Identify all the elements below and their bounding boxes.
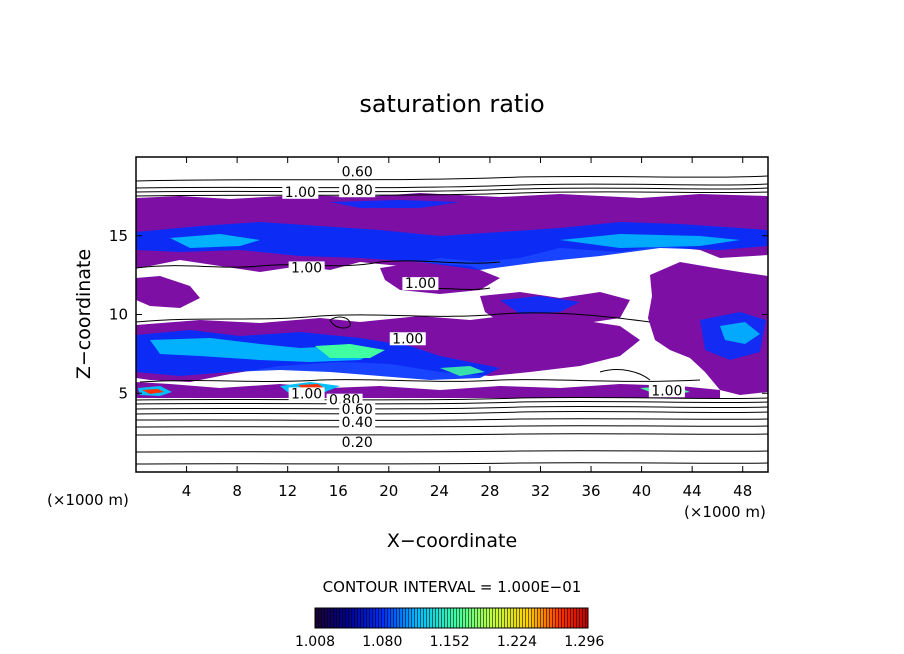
contour-label-4: 1.00: [405, 276, 436, 292]
colorbar-frame: [314, 607, 589, 629]
contour-label-bg-2: [339, 184, 376, 198]
region-top-blue: [330, 200, 460, 208]
x-tick-label-8: 36: [581, 482, 600, 500]
x-axis-label: X−coordinate: [387, 530, 517, 552]
contour-label-bg-8: [339, 403, 376, 417]
region-mid-green: [315, 344, 385, 358]
contour-lines: [136, 175, 768, 465]
colorbar-ticks: 1.008 1.080 1.152 1.224 1.296: [295, 634, 604, 650]
contour-label-bg-0: [339, 165, 376, 179]
y-tick-label-2: 15: [109, 227, 128, 245]
contour-label-1: 1.00: [285, 185, 316, 201]
field-layer: [136, 175, 768, 465]
contour-label-9: 0.40: [342, 415, 373, 431]
colorbar-tick-label-1: 1.080: [362, 634, 402, 650]
x-tick-label-1: 8: [232, 482, 242, 500]
x-axis: 4 8 12 16 20 24 28 32 36 40 44 48: [182, 157, 752, 500]
region-mid-green-2: [440, 366, 485, 376]
region-center-blue: [500, 296, 580, 314]
y-axis: 5 10 15: [109, 227, 768, 402]
region-upper-blue-band: [136, 222, 768, 270]
x-tick-label-10: 44: [683, 482, 702, 500]
x-tick-label-6: 28: [480, 482, 499, 500]
region-upper-cyan-streak: [170, 234, 260, 248]
contour-label-bg-9: [339, 415, 376, 429]
contour-label-8: 0.60: [342, 402, 373, 418]
x-tick-label-3: 16: [329, 482, 348, 500]
x-unit-right: (×1000 m): [684, 503, 766, 521]
y-axis-label: Z−coordinate: [73, 249, 95, 379]
x-tick-label-7: 32: [531, 482, 550, 500]
plot-area: 0.601.00 0.801.001.001.001.00 0.800.600.40…: [109, 156, 769, 500]
x-unit-left: (×1000 m): [47, 491, 129, 509]
region-mid-cyan: [150, 338, 380, 362]
region-lower-left-hot: [142, 389, 164, 394]
y-tick-label-1: 10: [109, 306, 128, 324]
contour-label-bg-11: [648, 384, 685, 398]
colorbar-tick-label-2: 1.152: [430, 634, 470, 650]
contour-label-5: 1.00: [392, 331, 423, 347]
colorbar-stripes: [315, 608, 588, 628]
contour-label-bg-10: [339, 436, 376, 450]
contour-label-0: 0.60: [342, 164, 373, 180]
x-tick-label-4: 20: [379, 482, 398, 500]
chart-title: saturation ratio: [359, 90, 544, 118]
region-upper-cyan-streak-2: [560, 234, 740, 248]
contour-interval-label: CONTOUR INTERVAL = 1.000E−01: [323, 578, 582, 596]
contour-label-bg-1: [282, 185, 319, 199]
colorbar-tick-label-3: 1.224: [497, 634, 537, 650]
x-tick-label-11: 48: [733, 482, 752, 500]
x-tick-label-9: 40: [632, 482, 651, 500]
region-right-cyan: [720, 322, 760, 344]
colorbar: 1.008 1.080 1.152 1.224 1.296: [295, 607, 604, 650]
contour-label-10: 0.20: [342, 435, 373, 451]
x-tick-label-0: 4: [182, 482, 192, 500]
contour-label-11: 1.00: [651, 383, 682, 399]
contour-label-bg-5: [389, 332, 426, 346]
x-tick-label-5: 24: [430, 482, 449, 500]
contour-label-bg-3: [288, 261, 325, 275]
colorbar-tick-label-0: 1.008: [295, 634, 335, 650]
contour-label-6: 1.00: [291, 386, 322, 402]
contour-label-2: 0.80: [342, 183, 373, 199]
x-tick-label-2: 12: [278, 482, 297, 500]
contour-label-bg-6: [288, 387, 325, 401]
region-left-purple-blob: [136, 276, 200, 308]
contour-label-3: 1.00: [291, 260, 322, 276]
colorbar-tick-label-4: 1.296: [564, 634, 604, 650]
contour-label-bg-4: [402, 277, 439, 291]
y-tick-label-0: 5: [118, 384, 128, 402]
contour-labels: 0.601.00 0.801.001.001.001.00 0.800.600.40…: [282, 164, 685, 451]
